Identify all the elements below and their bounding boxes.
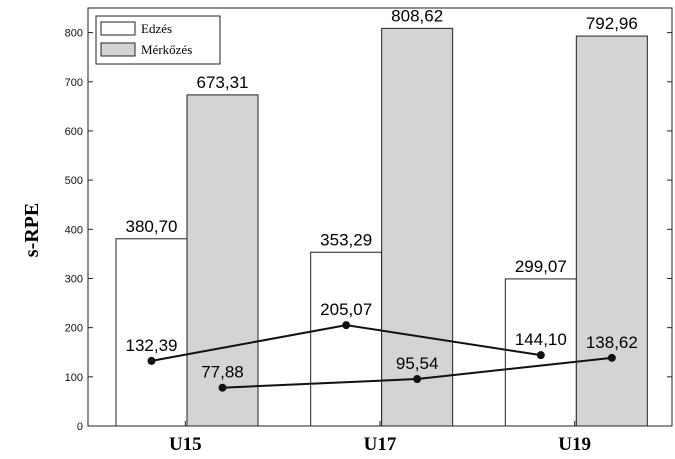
line-value-label: 132,39 [126,336,178,355]
y-tick-label: 500 [65,175,83,187]
y-tick-label: 800 [65,28,83,40]
y-axis-label: s-RPE [21,203,43,257]
line-point [607,353,616,362]
bar-value-label: 380,70 [126,217,178,236]
line-value-label: 205,07 [320,300,372,319]
bar-value-label: 808,62 [391,6,443,25]
x-tick-label: U17 [364,434,397,455]
x-tick-label: U19 [558,434,591,455]
line-point [413,375,422,384]
y-tick-label: 600 [65,126,83,138]
y-tick-label: 300 [65,273,83,285]
bar-value-label: 353,29 [320,230,372,249]
line-value-label: 77,88 [201,363,244,382]
y-tick-label: 700 [65,77,83,89]
bar-value-label: 792,96 [586,14,638,33]
bar-value-label: 299,07 [515,257,567,276]
legend-entry: Edzés [141,21,172,36]
y-tick-label: 200 [65,323,83,335]
legend-swatch [100,21,136,36]
y-tick-label: 400 [65,224,83,236]
bar-value-label: 673,31 [197,73,249,92]
line-point [147,356,156,365]
bar [310,251,383,427]
x-tick-label: U15 [169,434,202,455]
y-tick-label: 100 [65,372,83,384]
line-point [342,321,351,330]
legend-swatch [100,42,136,57]
legend: Edzés Mérkőzés [95,15,221,65]
bar [575,35,648,427]
bar [381,27,454,427]
line-point [218,383,227,392]
y-tick-label: 0 [77,421,83,433]
line-value-label: 138,62 [586,333,638,352]
legend-entry: Mérkőzés [141,42,192,57]
bar [186,94,259,427]
line-point [536,351,545,360]
bar [115,238,188,427]
line-value-label: 95,54 [396,354,439,373]
line-value-label: 144,10 [515,330,567,349]
